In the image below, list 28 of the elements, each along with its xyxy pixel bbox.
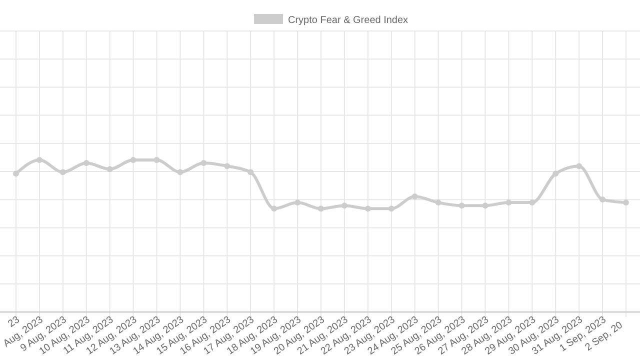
point	[529, 200, 536, 206]
point	[271, 206, 278, 212]
point	[248, 169, 254, 176]
point	[576, 163, 582, 170]
point	[482, 202, 488, 209]
point	[435, 200, 442, 206]
x-tick-label: 23	[6, 314, 22, 330]
point	[623, 200, 629, 206]
point	[458, 202, 465, 209]
point	[364, 206, 371, 212]
point	[552, 170, 559, 177]
point	[294, 200, 301, 206]
point	[83, 160, 90, 166]
point	[200, 160, 207, 166]
point	[341, 202, 348, 209]
point	[318, 206, 324, 212]
point	[177, 169, 184, 176]
point	[13, 170, 19, 177]
point	[60, 169, 66, 176]
point	[388, 206, 394, 212]
point	[106, 166, 113, 172]
point	[154, 157, 160, 163]
point	[36, 157, 42, 163]
point	[130, 157, 136, 163]
point	[600, 196, 606, 203]
point	[224, 163, 230, 170]
point	[412, 193, 418, 200]
legend-label: Crypto Fear & Greed Index	[288, 15, 408, 26]
